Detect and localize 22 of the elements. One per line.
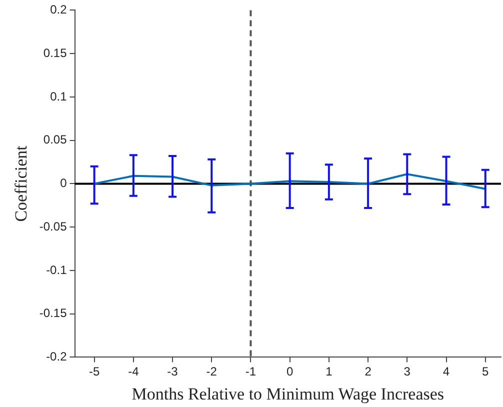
x-tick-label: -2 [206, 364, 218, 379]
x-tick-label: 3 [404, 364, 411, 379]
x-tick-label: -1 [245, 364, 256, 379]
y-axis-title: Coefficient [12, 145, 31, 222]
y-tick-label: -0.1 [46, 262, 68, 277]
x-tick-label: -4 [128, 364, 140, 379]
y-tick-label: 0.15 [43, 46, 68, 60]
x-tick-label: 5 [482, 364, 490, 379]
x-tick-label: -3 [167, 364, 178, 379]
y-tick-label: -0.2 [46, 350, 68, 364]
y-tick-label: 0.1 [50, 89, 68, 104]
y-tick-label: 0.2 [50, 2, 68, 17]
x-tick-label: 1 [326, 364, 333, 379]
x-tick-label: 4 [442, 364, 450, 379]
y-tick-label: -0.05 [39, 219, 68, 234]
x-axis-title: Months Relative to Minimum Wage Increases [132, 384, 444, 404]
x-tick-label: 2 [364, 364, 372, 379]
y-tick-label: -0.15 [39, 306, 68, 320]
x-tick-label: 0 [286, 364, 294, 379]
x-tick-label: -5 [88, 364, 100, 379]
y-tick-label: 0.05 [43, 132, 68, 147]
y-tick-label: 0 [60, 176, 68, 190]
